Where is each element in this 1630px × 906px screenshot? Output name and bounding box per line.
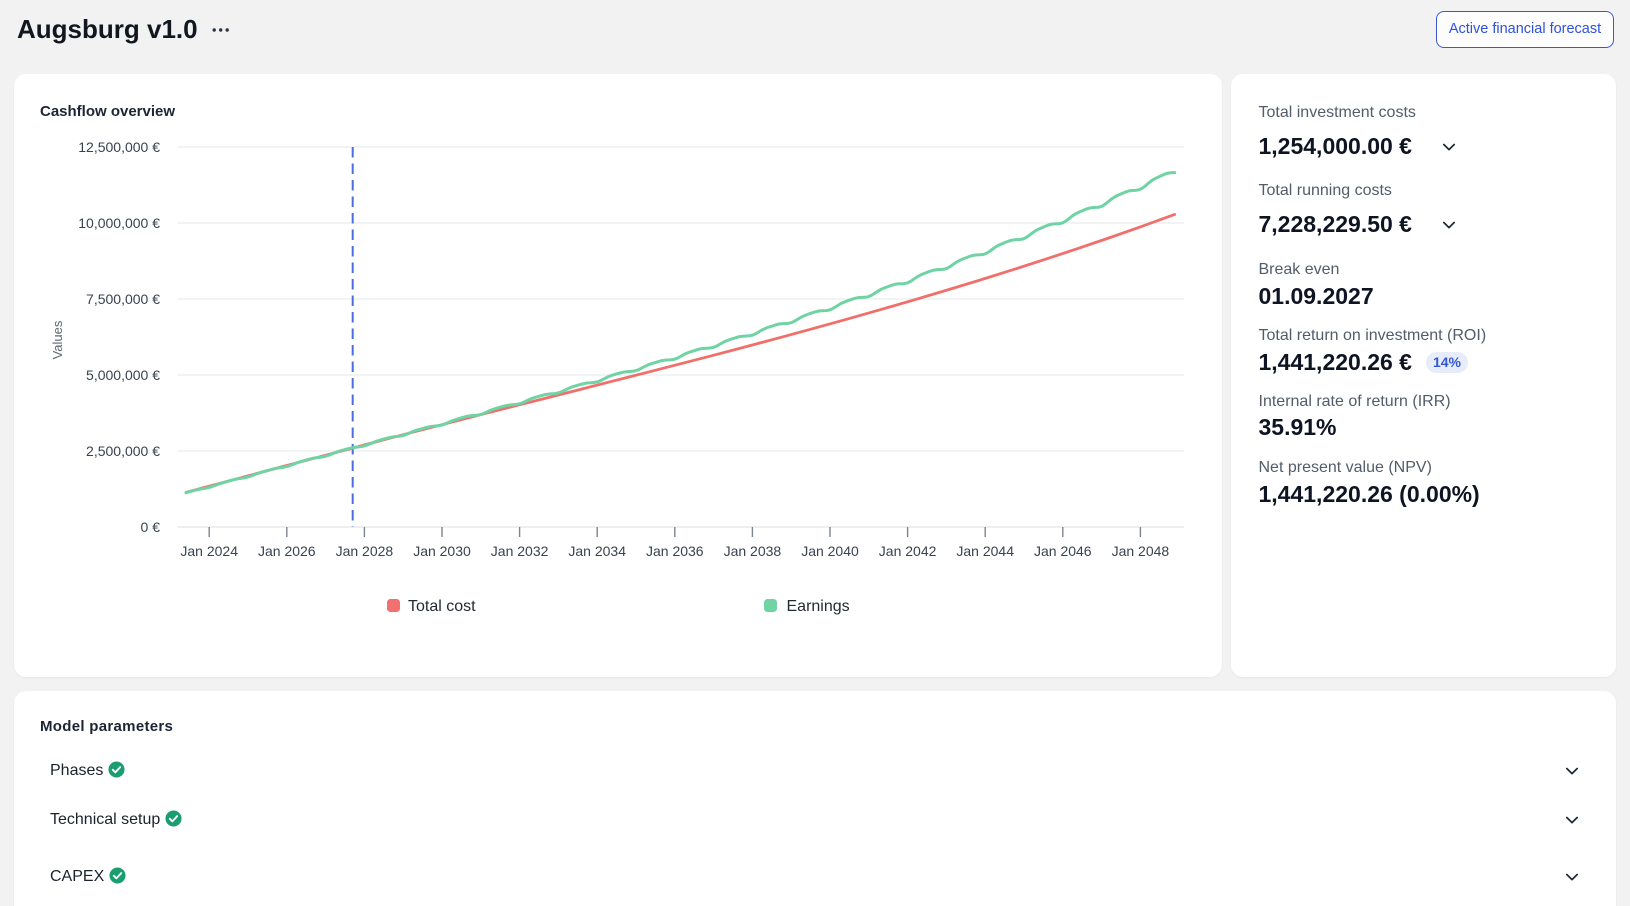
svg-text:Jan 2032: Jan 2032 bbox=[491, 543, 549, 559]
svg-text:2,500,000 €: 2,500,000 € bbox=[86, 443, 160, 459]
svg-text:Jan 2040: Jan 2040 bbox=[801, 543, 859, 559]
svg-text:0 €: 0 € bbox=[141, 519, 161, 535]
svg-text:Total cost: Total cost bbox=[408, 598, 476, 615]
svg-text:Jan 2028: Jan 2028 bbox=[336, 543, 394, 559]
svg-text:7,500,000 €: 7,500,000 € bbox=[86, 291, 160, 307]
svg-text:Jan 2046: Jan 2046 bbox=[1034, 543, 1092, 559]
svg-text:Jan 2034: Jan 2034 bbox=[568, 543, 626, 559]
svg-text:Jan 2048: Jan 2048 bbox=[1112, 543, 1170, 559]
svg-text:12,500,000 €: 12,500,000 € bbox=[78, 139, 160, 155]
svg-text:Jan 2036: Jan 2036 bbox=[646, 543, 704, 559]
svg-text:Jan 2024: Jan 2024 bbox=[180, 543, 238, 559]
svg-text:Earnings: Earnings bbox=[787, 598, 850, 615]
svg-text:Jan 2042: Jan 2042 bbox=[879, 543, 937, 559]
svg-text:Jan 2026: Jan 2026 bbox=[258, 543, 316, 559]
svg-text:10,000,000 €: 10,000,000 € bbox=[78, 215, 160, 231]
svg-text:Jan 2030: Jan 2030 bbox=[413, 543, 471, 559]
svg-text:5,000,000 €: 5,000,000 € bbox=[86, 367, 160, 383]
svg-text:Jan 2038: Jan 2038 bbox=[724, 543, 782, 559]
svg-text:Jan 2044: Jan 2044 bbox=[956, 543, 1014, 559]
svg-text:Values: Values bbox=[50, 320, 65, 359]
